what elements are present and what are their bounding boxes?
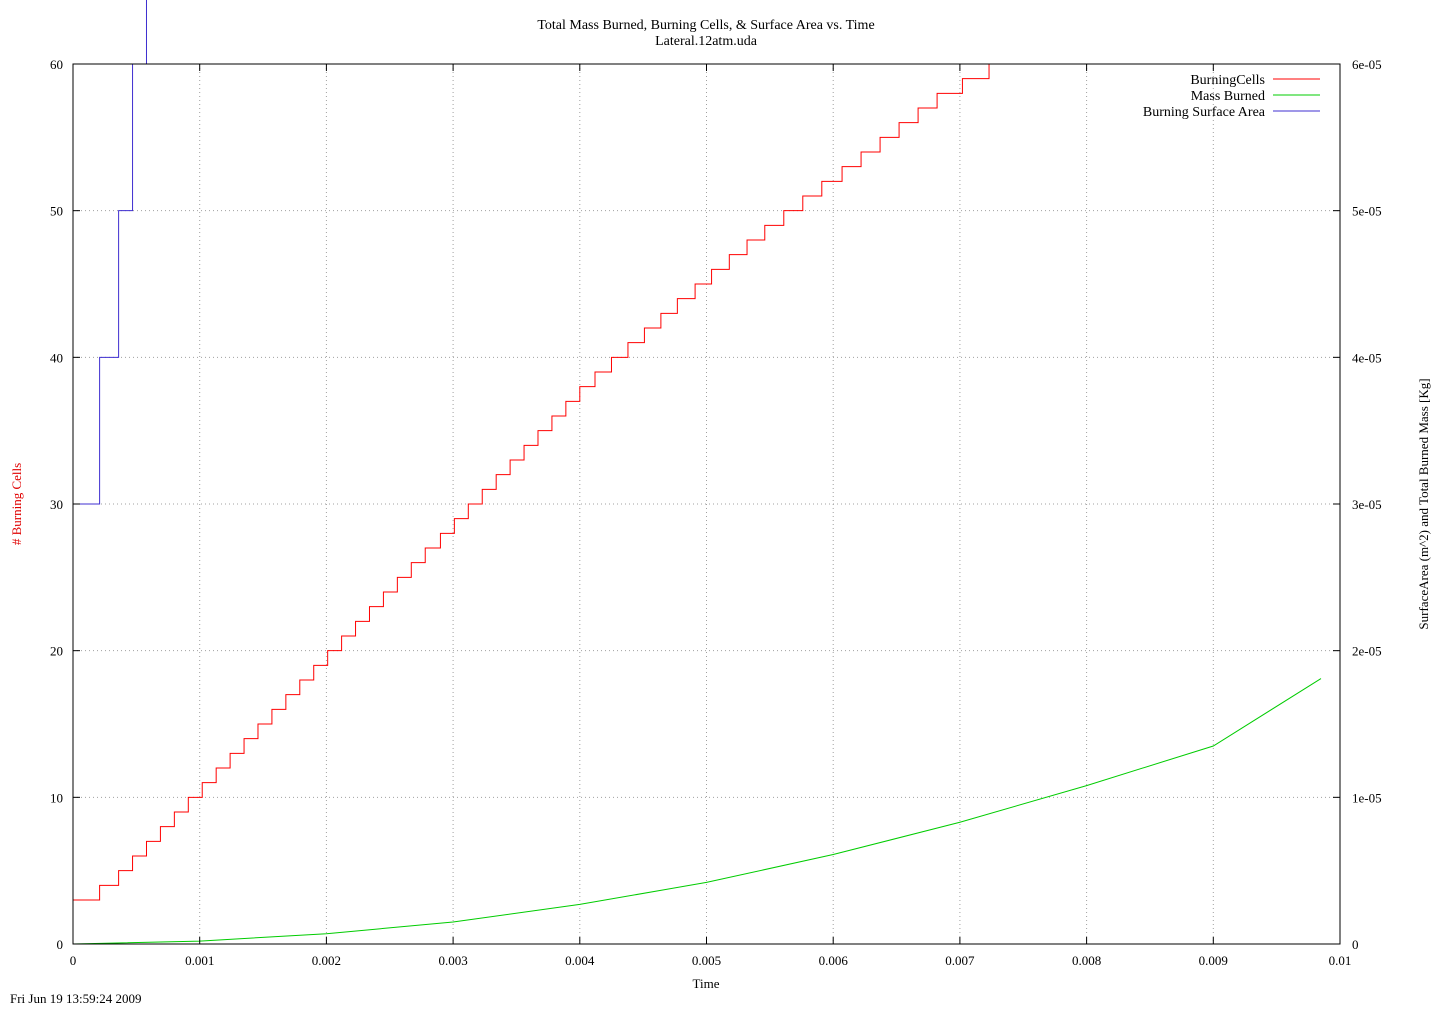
x-tick-label: 0.006 (819, 953, 849, 968)
x-tick-label: 0.008 (1072, 953, 1101, 968)
y2-tick-label: 0 (1352, 937, 1359, 952)
x-axis-label: Time (693, 976, 720, 991)
legend-label: BurningCells (1190, 73, 1265, 88)
y2-tick-label: 6e-05 (1352, 57, 1382, 72)
series-layer (72, 0, 1322, 945)
legend-label: Burning Surface Area (1143, 105, 1266, 120)
y-tick-label: 60 (50, 57, 63, 72)
chart-subtitle: Lateral.12atm.uda (655, 34, 758, 49)
series-line-mass-burned (72, 678, 1322, 945)
y2-tick-label: 5e-05 (1352, 204, 1382, 219)
x-tick-label: 0.009 (1199, 953, 1228, 968)
x-tick-label: 0.004 (565, 953, 595, 968)
x-tick-label: 0.005 (692, 953, 721, 968)
x-tick-label: 0.01 (1329, 953, 1352, 968)
y-tick-label: 0 (57, 937, 64, 952)
x-tick-label: 0 (70, 953, 77, 968)
grid-layer (73, 64, 1340, 944)
y-axis-label: # Burning Cells (9, 463, 24, 545)
y2-tick-label: 2e-05 (1352, 644, 1382, 659)
x-tick-label: 0.007 (945, 953, 975, 968)
y-tick-label: 50 (50, 204, 63, 219)
tick-layer: 0 0.001 0.002 0.003 0.004 0.005 0.006 0.007 0.00… (50, 57, 1382, 968)
footer-timestamp: Fri Jun 19 13:59:24 2009 (10, 991, 141, 1006)
y-tick-label: 40 (50, 350, 63, 365)
y-tick-label: 10 (50, 790, 63, 805)
chart-title: Total Mass Burned, Burning Cells, & Surf… (537, 18, 874, 33)
legend-label: Mass Burned (1191, 89, 1265, 104)
x-tick-label: 0.003 (438, 953, 467, 968)
y2-axis-label: SurfaceArea (m^2) and Total Burned Mass … (1416, 378, 1431, 629)
series-line-burning-surface-area (73, 0, 147, 505)
y2-tick-label: 4e-05 (1352, 350, 1382, 365)
y-tick-label: 20 (50, 644, 63, 659)
series-line-burningcells (73, 63, 1321, 901)
x-tick-label: 0.001 (185, 953, 214, 968)
y-tick-label: 30 (50, 497, 63, 512)
x-tick-label: 0.002 (312, 953, 341, 968)
y2-tick-label: 1e-05 (1352, 790, 1382, 805)
y2-tick-label: 3e-05 (1352, 497, 1382, 512)
